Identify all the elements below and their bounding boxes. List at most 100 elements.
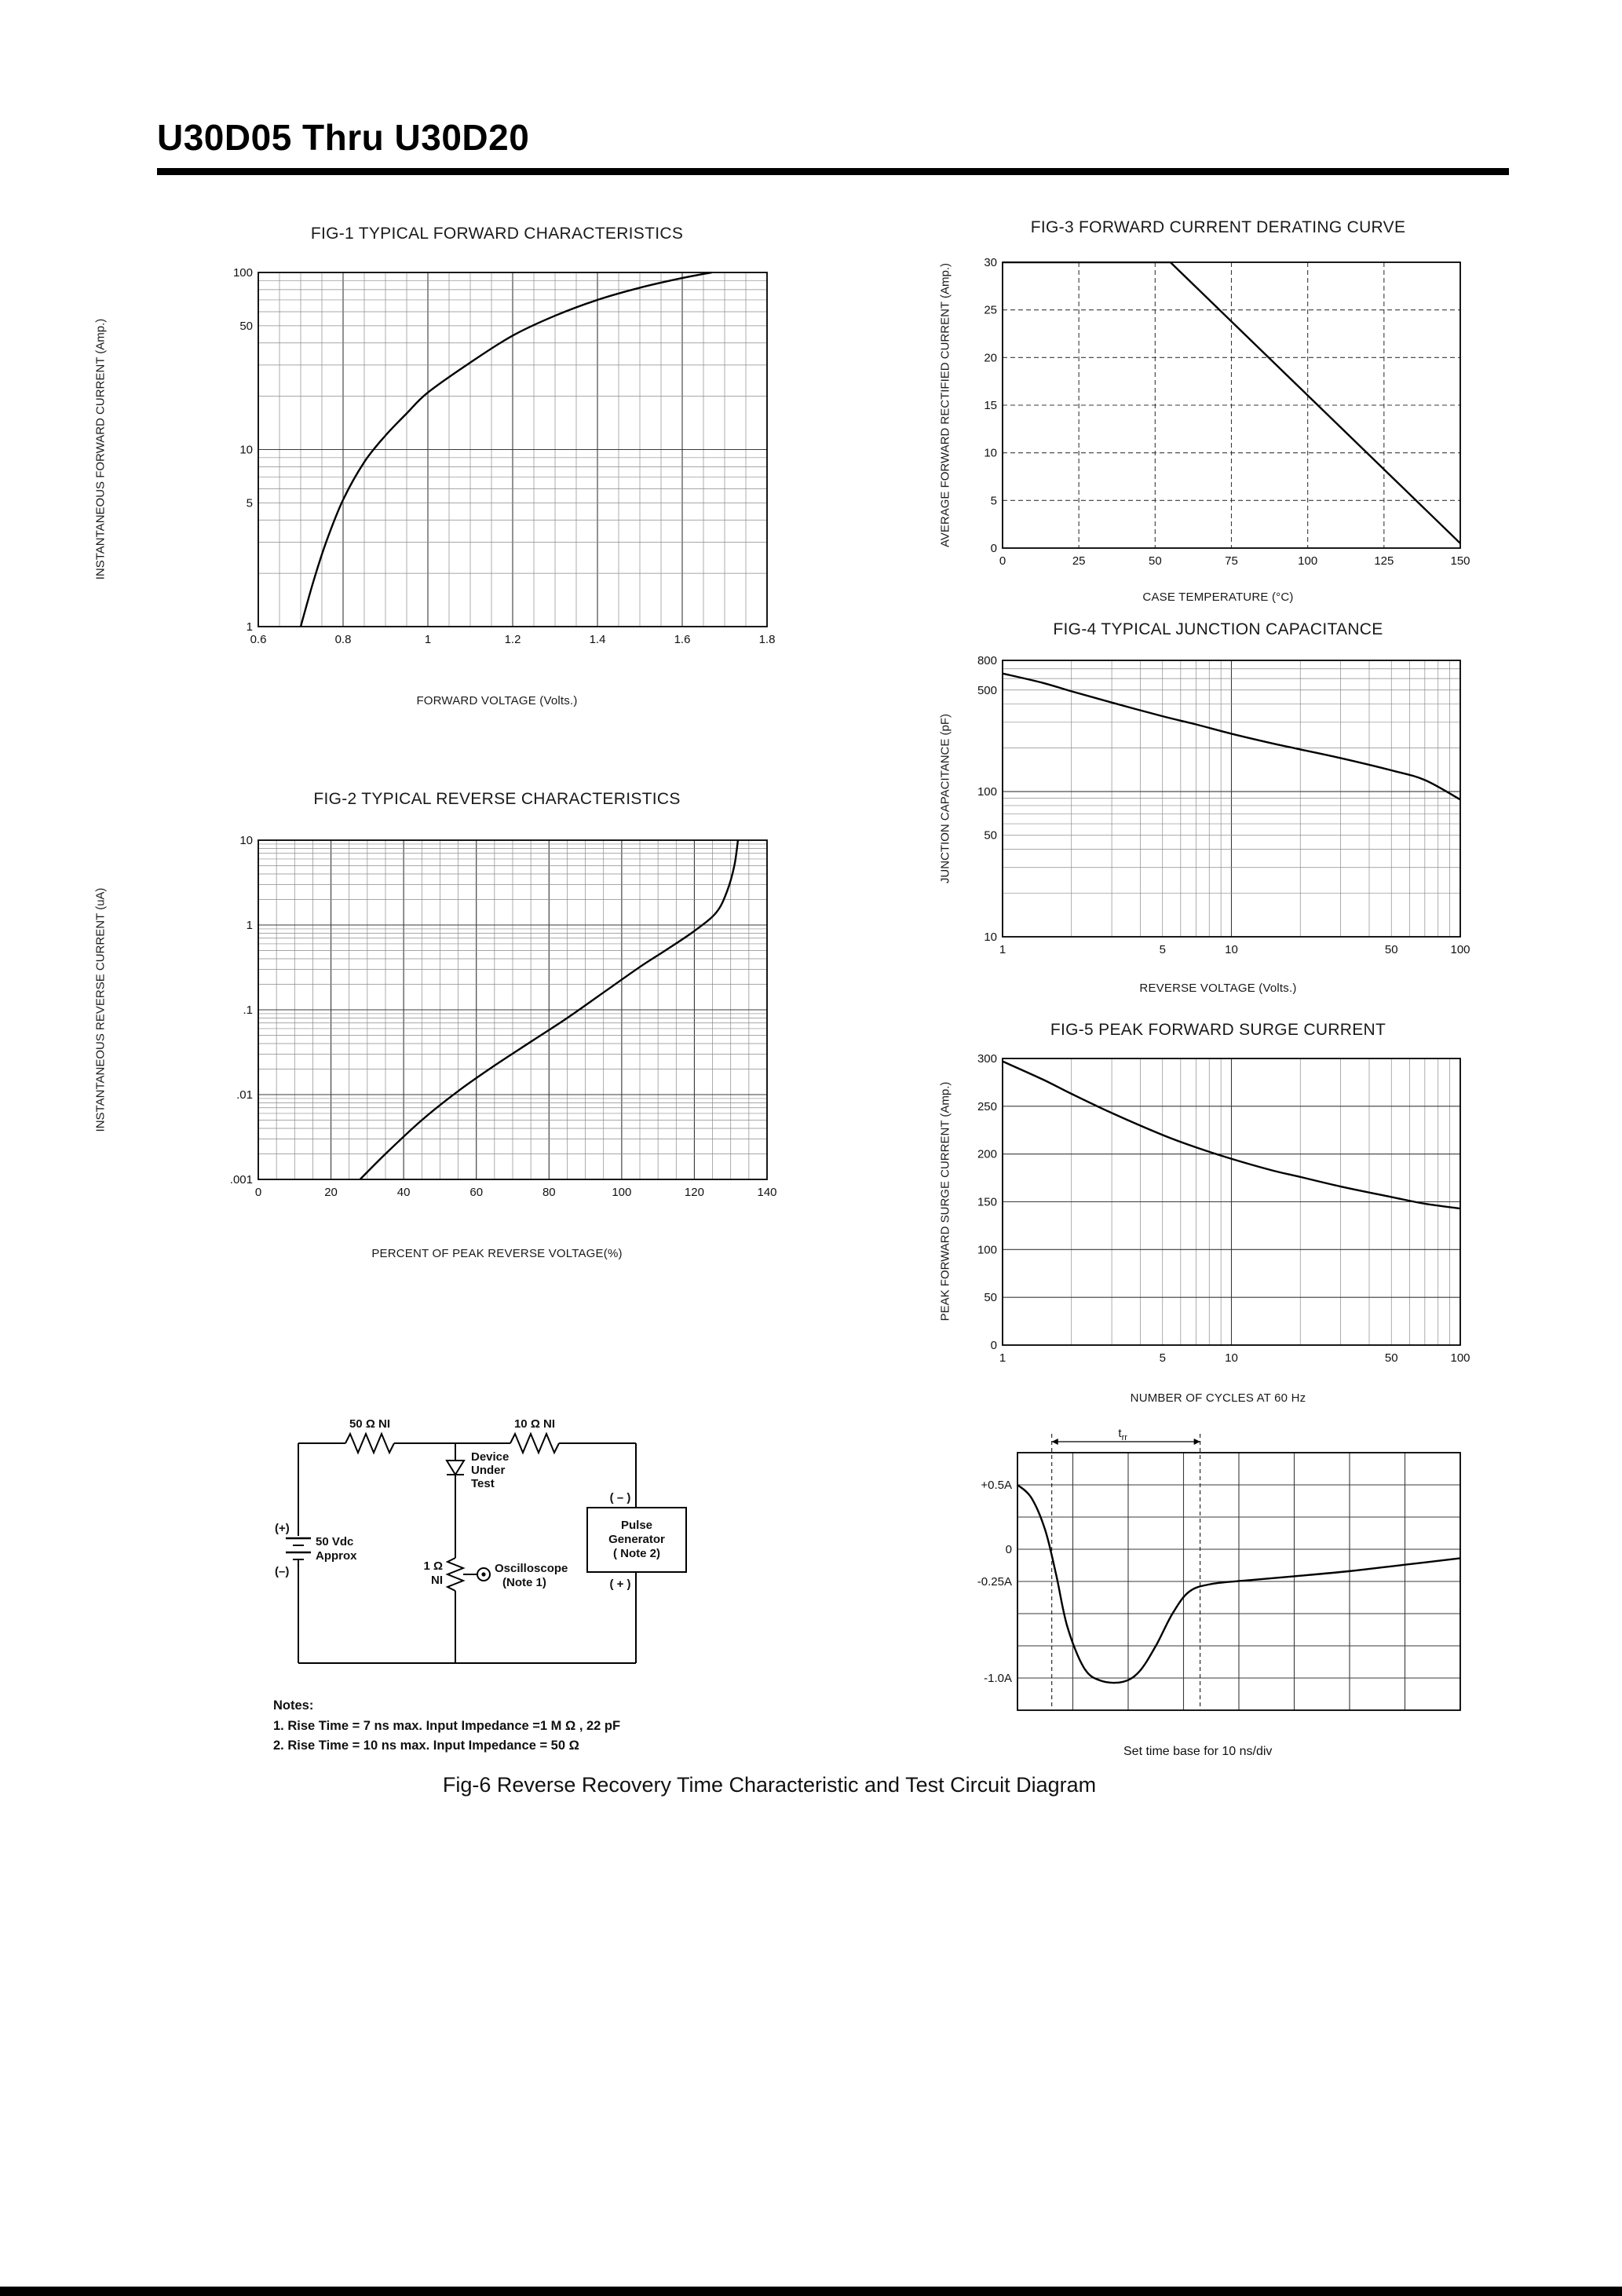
fig4-xlabel: REVERSE VOLTAGE (Volts.) [1139,982,1297,995]
x-tick-label: 0.8 [335,633,352,646]
pg-label-1: Pulse [621,1519,652,1532]
y-tick-label: 50 [239,320,253,333]
fig4-plot: 1 5 10 50 100 800 500 100 50 10 [977,654,1470,956]
r2-label: 10 Ω NI [514,1417,555,1431]
y-tick-label: 50 [984,829,997,843]
arrow-right-icon [1193,1439,1200,1445]
dut-label-2: Under [471,1464,506,1477]
x-tick-label: 25 [1072,554,1086,568]
y-tick-label: 25 [984,304,997,317]
x-tick-label: 50 [1385,943,1398,956]
y-tick-label: 15 [984,399,997,412]
y-tick-label: 50 [984,1291,997,1304]
plot-border [258,839,768,1180]
arrow-left-icon [1051,1439,1058,1445]
y-tick-label: 150 [977,1196,997,1209]
fig5-plot: 1 5 10 50 100 300 250 200 150 100 50 0 [977,1052,1470,1365]
x-tick-label: 50 [1149,554,1162,568]
fig3-ylabel: AVERAGE FORWARD RECTIFIED CURRENT (Amp.) [938,263,952,547]
x-tick-label: 125 [1374,554,1394,568]
header-rule [157,168,1509,175]
circuit-labels: 50 Ω NI 10 Ω NI Device Under Test (+) (–… [275,1417,665,1591]
y-tick-label: 5 [991,494,997,507]
x-tick-label: 1 [999,1351,1006,1365]
fig3-title: FIG-3 FORWARD CURRENT DERATING CURVE [1030,218,1406,236]
x-tick-label: 75 [1225,554,1238,568]
y-tick-label: 1 [247,919,253,932]
y-tick-label: 250 [977,1100,997,1113]
resistor-10ohm-icon [510,1431,560,1455]
curve-typical-reverse-current [359,839,740,1180]
x-tick-label: 1 [999,943,1006,956]
fig4-title: FIG-4 TYPICAL JUNCTION CAPACITANCE [1053,620,1383,638]
x-tick-label: 0 [255,1186,261,1199]
battery-minus-label: (–) [275,1565,289,1578]
trr-label: trr [1118,1427,1127,1442]
y-tick-label: 5 [247,496,253,510]
y-tick-label: 0 [1006,1543,1012,1556]
fig6-caption: Fig-6 Reverse Recovery Time Characterist… [442,1773,1097,1797]
oscilloscope-icon [477,1567,491,1581]
battery-icon [286,1537,311,1560]
pg-label-3: ( Note 2) [613,1547,660,1560]
curve-surge-current [1002,1060,1461,1210]
y-tick-label: -0.25A [977,1575,1012,1589]
fig6-timebase-note: Set time base for 10 ns/div [1123,1745,1273,1758]
x-tick-label: 5 [1160,1351,1166,1365]
vdc-label-1: 50 Vdc [316,1535,353,1548]
fig1-ylabel: INSTANTANEOUS FORWARD CURRENT (Amp.) [93,318,108,580]
x-tick-label: 10 [1225,943,1238,956]
y-tick-label: 300 [977,1052,997,1066]
notes-line-2: 2. Rise Time = 10 ns max. Input Impedanc… [273,1738,579,1753]
x-tick-label: 120 [685,1186,704,1199]
y-tick-label: 100 [977,1243,997,1256]
pg-minus-label: ( – ) [610,1491,631,1504]
y-tick-label: 10 [984,930,997,944]
page-title: U30D05 Thru U30D20 [157,117,530,158]
r1-label: 50 Ω NI [349,1417,390,1431]
fig2-ylabel: INSTANTANEOUS REVERSE CURRENT (uA) [93,887,108,1132]
fig5-title: FIG-5 PEAK FORWARD SURGE CURRENT [1050,1021,1386,1039]
vdc-label-2: Approx [316,1549,357,1563]
plot-border [258,272,768,627]
y-tick-label: 200 [977,1148,997,1161]
x-tick-label: 0.6 [250,633,267,646]
fig2-plot: 0 20 40 60 80 100 120 140 10 1 .1 .01 .001 [230,834,777,1199]
x-tick-label: 40 [397,1186,411,1199]
notes-heading: Notes: [273,1698,314,1713]
r3-label-2: NI [431,1574,443,1587]
y-tick-label: .001 [230,1173,253,1186]
x-tick-label: 50 [1385,1351,1398,1365]
fig4-ylabel: JUNCTION CAPACITANCE (pF) [938,713,952,884]
fig1-title: FIG-1 TYPICAL FORWARD CHARACTERISTICS [310,225,684,243]
curve-reverse-recovery-waveform [1017,1484,1461,1684]
curve-junction-capacitance [1002,672,1461,801]
x-tick-label: 100 [1450,943,1470,956]
curve-typical-forward-current [299,272,713,627]
fig6-test-circuit-diagram: 50 Ω NI 10 Ω NI Device Under Test (+) (–… [275,1417,687,1664]
oscilloscope-dot [481,1572,486,1577]
r3-label-1: 1 Ω [423,1559,443,1573]
pg-label-2: Generator [608,1533,665,1546]
dut-label-1: Device [471,1450,509,1464]
fig1-xlabel: FORWARD VOLTAGE (Volts.) [416,694,578,707]
curve-derating-curve [1003,261,1461,544]
battery-plus-label: (+) [275,1522,290,1535]
y-tick-label: 1 [247,620,253,634]
notes-line-1: 1. Rise Time = 7 ns max. Input Impedance… [273,1718,621,1733]
y-tick-label: .01 [236,1088,253,1102]
fig5-ylabel: PEAK FORWARD SURGE CURRENT (Amp.) [938,1081,952,1322]
x-tick-label: 150 [1450,554,1470,568]
x-tick-label: 80 [542,1186,556,1199]
x-tick-label: 10 [1225,1351,1238,1365]
scan-edge [0,2287,1622,2296]
fig6-notes: Notes: 1. Rise Time = 7 ns max. Input Im… [273,1696,620,1757]
dut-label-3: Test [471,1477,495,1490]
y-tick-label: 10 [984,447,997,460]
x-tick-label: 100 [1450,1351,1470,1365]
y-tick-label: 0 [991,542,997,555]
x-tick-label: 1.6 [674,633,691,646]
y-tick-label: 10 [239,834,253,847]
